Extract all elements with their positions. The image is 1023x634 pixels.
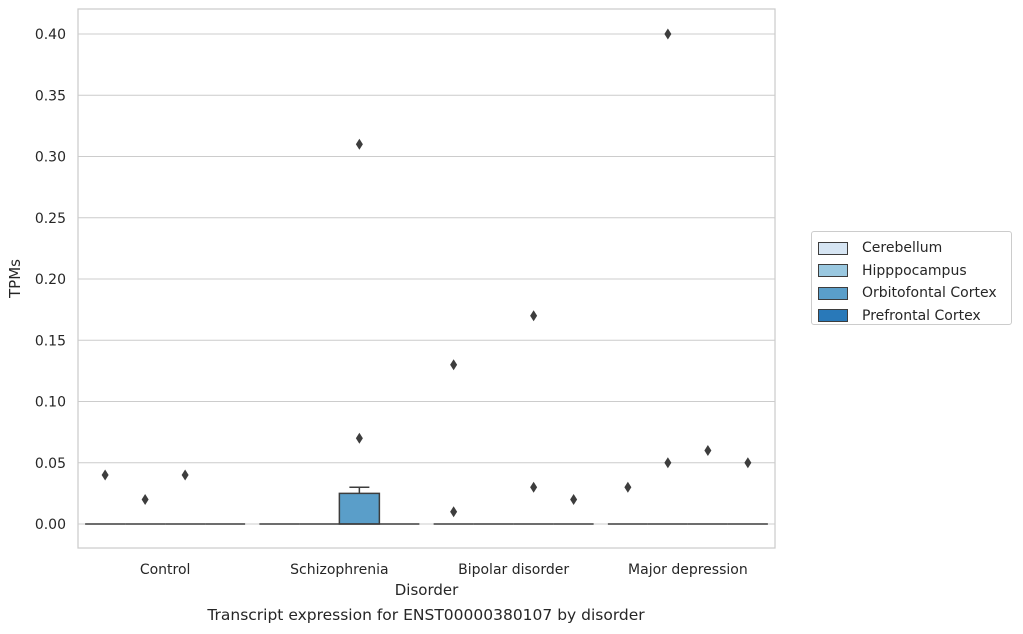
- outlier-point: [355, 432, 363, 444]
- box-prefrontal-cortex: [553, 494, 594, 525]
- y-tick-label: 0.40: [35, 27, 66, 43]
- x-tick-label: Schizophrenia: [290, 562, 388, 578]
- y-tick-label: 0.30: [35, 150, 66, 166]
- legend-label: Cerebellum: [862, 240, 943, 257]
- chart-caption: Transcript expression for ENST0000038010…: [207, 606, 645, 624]
- legend-swatch: [818, 241, 848, 255]
- legend-label: Prefrontal Cortex: [862, 307, 981, 324]
- box-hipppocampus: [647, 28, 688, 525]
- outlier-point: [450, 506, 458, 518]
- y-tick-label: 0.25: [35, 211, 66, 227]
- y-tick-label: 0.05: [35, 456, 66, 472]
- y-gridlines: [78, 33, 775, 525]
- x-tick-labels: Control Schizophrenia Bipolar disorder Majo…: [140, 562, 748, 578]
- x-tick-label: Major depression: [628, 562, 748, 578]
- box-prefrontal-cortex: [727, 457, 768, 525]
- y-tick-labels: 0.00 0.05 0.10 0.15 0.20 0.25 0.30 0.35 0.40: [35, 27, 66, 533]
- box-cerebellum: [433, 359, 474, 525]
- outlier-point: [530, 481, 538, 493]
- outlier-point: [530, 310, 538, 322]
- legend-label: Orbitofontal Cortex: [862, 285, 997, 302]
- outlier-point: [744, 457, 752, 469]
- y-tick-label: 0.35: [35, 88, 66, 104]
- legend-item: Prefrontal Cortex: [818, 305, 1011, 328]
- x-axis-title: Disorder: [395, 581, 459, 599]
- outlier-point: [181, 469, 189, 481]
- legend-item: Hipppocampus: [818, 260, 1011, 283]
- box-cerebellum: [85, 469, 126, 525]
- box-marks: [85, 28, 768, 525]
- box-body: [338, 492, 381, 525]
- y-axis-title: TPMs: [6, 259, 24, 299]
- y-tick-label: 0.00: [35, 517, 66, 533]
- outlier-point: [101, 469, 109, 481]
- outlier-point: [704, 445, 712, 456]
- y-tick-label: 0.10: [35, 395, 66, 411]
- legend: Cerebellum Hipppocampus Orbitofontal Corte…: [811, 231, 1012, 325]
- outlier-point: [664, 28, 672, 40]
- box-orbitofontal-cortex: [513, 310, 554, 525]
- legend-item: Orbitofontal Cortex: [818, 282, 1011, 305]
- box-orbitofontal-cortex: [165, 469, 206, 525]
- box-orbitofontal-cortex: [338, 138, 381, 525]
- legend-swatch: [818, 309, 848, 323]
- box-cerebellum: [607, 481, 648, 525]
- legend-swatch: [818, 286, 848, 300]
- plot-area-frame: [77, 8, 776, 549]
- y-tick-label: 0.15: [35, 333, 66, 349]
- legend-swatch: [818, 264, 848, 278]
- x-tick-label: Control: [140, 562, 191, 578]
- legend-label: Hipppocampus: [862, 262, 967, 279]
- x-tick-label: Bipolar disorder: [458, 562, 569, 578]
- y-tick-label: 0.20: [35, 272, 66, 288]
- box-hipppocampus: [125, 494, 166, 525]
- outlier-point: [355, 138, 363, 150]
- legend-item: Cerebellum: [818, 237, 1011, 260]
- outlier-point: [570, 494, 578, 505]
- box-orbitofontal-cortex: [687, 445, 728, 525]
- outlier-point: [141, 494, 149, 505]
- outlier-point: [450, 359, 458, 371]
- outlier-point: [624, 481, 632, 493]
- outlier-point: [664, 457, 672, 469]
